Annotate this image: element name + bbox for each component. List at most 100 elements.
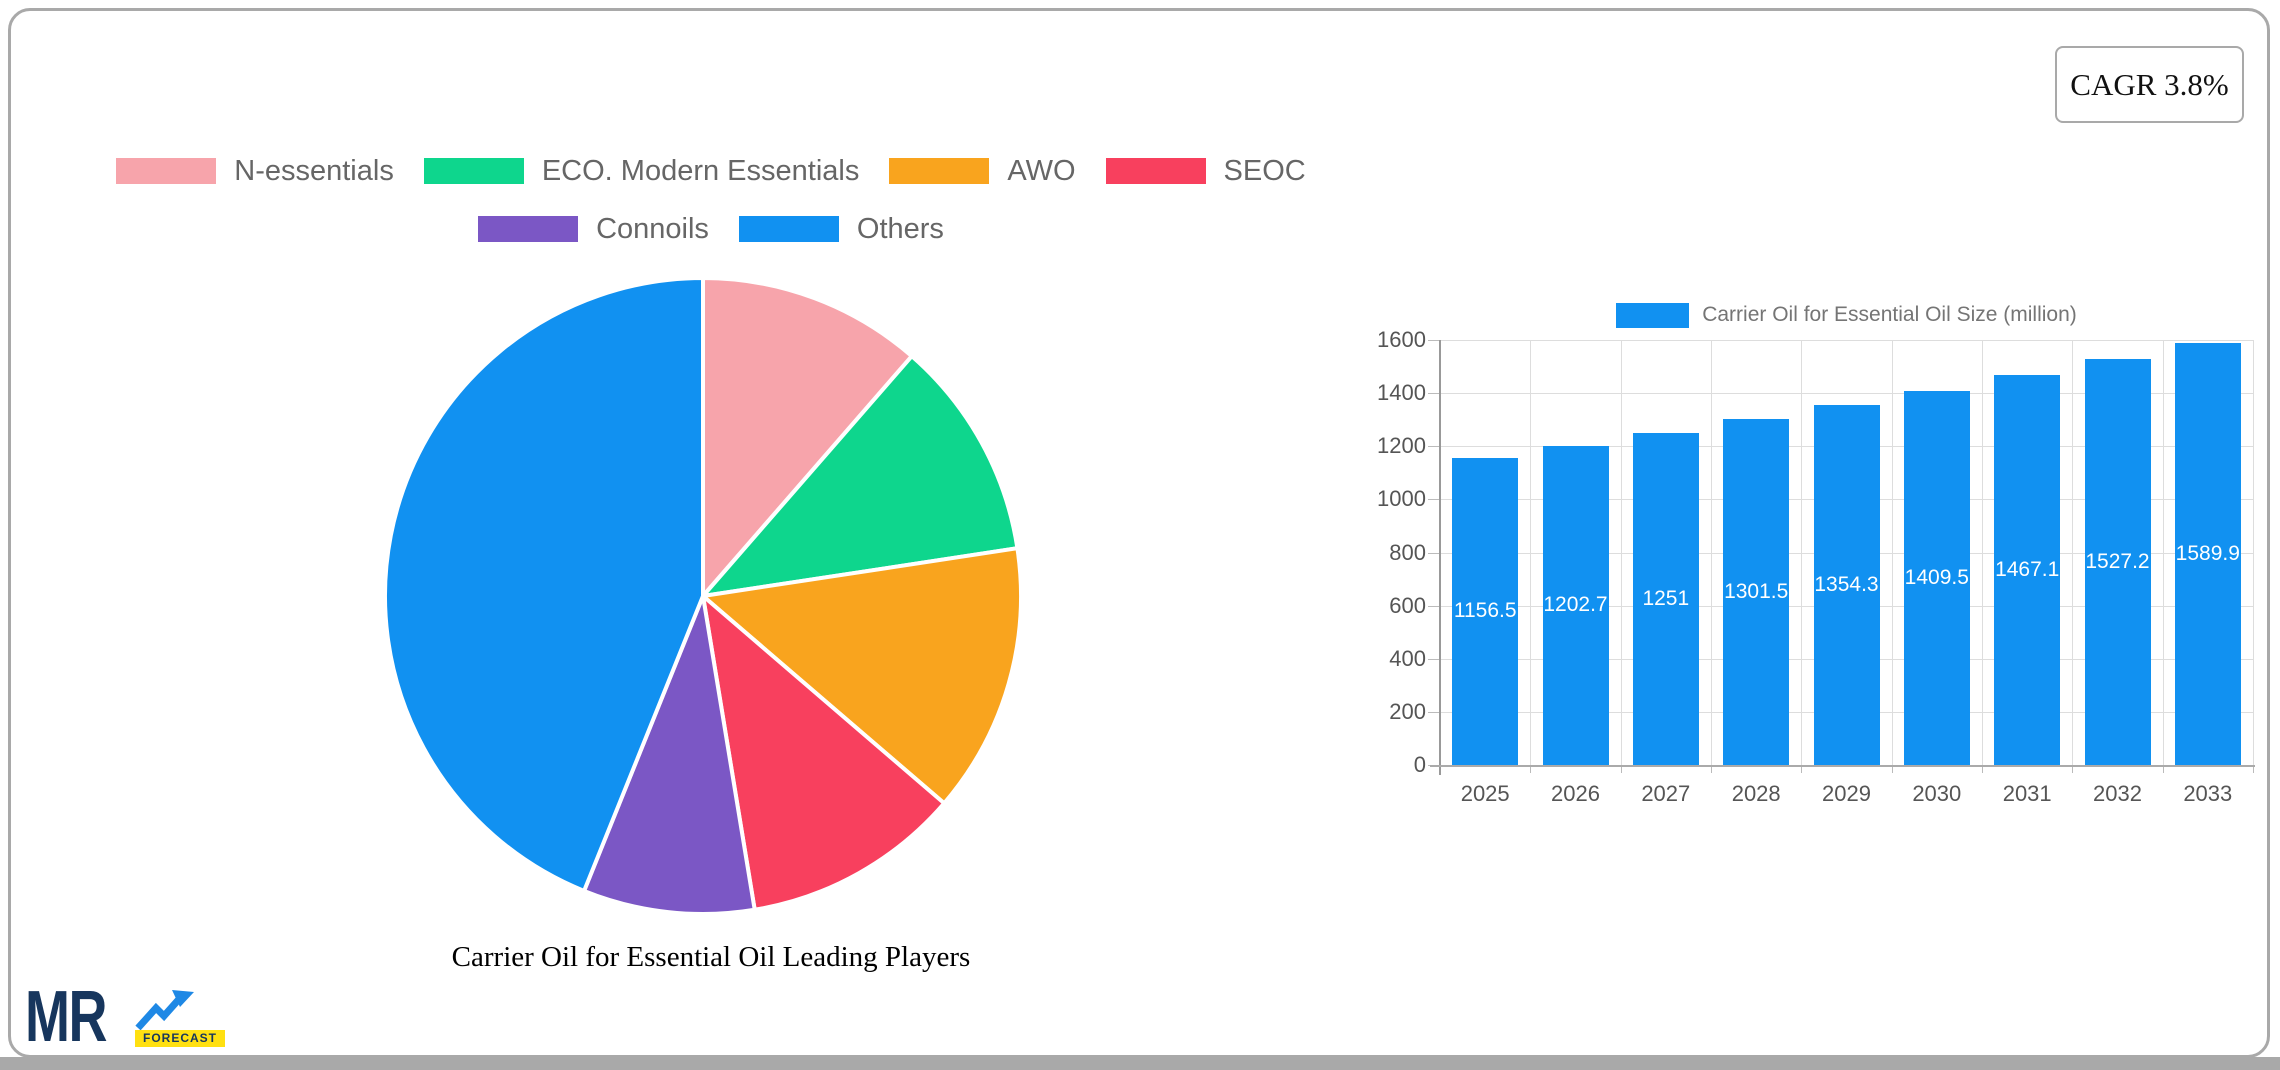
- x-axis-label-2026: 2026: [1551, 781, 1600, 806]
- y-gridline-800: [1440, 552, 2253, 554]
- y-axis-label-1200: 1200: [1377, 433, 1426, 459]
- cagr-badge: CAGR 3.8%: [2055, 46, 2244, 123]
- x-tick-9: [2253, 765, 2254, 773]
- y-axis-label-400: 400: [1389, 645, 1426, 671]
- legend-swatch-connoils: [478, 216, 579, 242]
- x-tick-5: [1891, 765, 1893, 773]
- bar-2030: [1903, 390, 1970, 765]
- x-axis-label-2030: 2030: [1912, 781, 1962, 806]
- bar-value-label-2027: 1251: [1642, 586, 1690, 610]
- bar-value-label-2033: 1589.9: [2175, 541, 2240, 565]
- y-gridline-600: [1440, 605, 2253, 607]
- pie-slice-n-essentials: [701, 276, 914, 598]
- pie-slice-eco-modern-essentials: [701, 354, 1020, 598]
- y-axis-label-1600: 1600: [1377, 327, 1426, 352]
- x-axis-line: [1430, 765, 2255, 767]
- x-tick-4: [1801, 765, 1803, 773]
- legend-swatch-n-essentials: [116, 158, 217, 184]
- legend-item-others: Others: [738, 215, 944, 244]
- legend-label-n-essentials: N-essentials: [234, 155, 394, 187]
- x-gridline-3: [1711, 340, 1712, 765]
- y-gridline-200: [1440, 711, 2253, 713]
- legend-label-seoc: SEOC: [1223, 155, 1306, 187]
- pie-slice-seoc: [701, 594, 947, 912]
- x-gridline-6: [1982, 340, 1983, 765]
- logo-trend-arrow-icon: [135, 990, 194, 1031]
- legend-swatch-others: [738, 216, 839, 242]
- bottom-edge-strip: [0, 1057, 2280, 1070]
- x-tick-3: [1711, 765, 1712, 773]
- report-card: CAGR 3.8% N-essentials ECO. Modern Essent…: [8, 8, 2270, 1058]
- bar-2027: [1632, 432, 1699, 765]
- pie-slice-connoils: [582, 594, 757, 916]
- logo-forecast-badge: FORECAST: [134, 1030, 225, 1048]
- y-gridline-1200: [1440, 446, 2253, 448]
- bar-value-label-2025: 1156.5: [1453, 599, 1517, 623]
- mr-forecast-logo: MR FORECAST: [25, 981, 225, 1053]
- bar-value-label-2026: 1202.7: [1543, 593, 1608, 617]
- y-axis-label-1400: 1400: [1377, 380, 1426, 406]
- x-tick-6: [1982, 765, 1983, 773]
- bar-value-label-2028: 1301.5: [1724, 580, 1789, 604]
- bar-2029: [1813, 405, 1880, 765]
- x-axis-label-2031: 2031: [2002, 781, 2052, 806]
- y-axis-label-1000: 1000: [1377, 486, 1426, 512]
- y-tick-1000: [1428, 499, 1440, 501]
- x-axis-label-2033: 2033: [2183, 781, 2233, 806]
- x-gridline-5: [1891, 340, 1893, 765]
- pie-legend-row-1: N-essentials ECO. Modern Essentials AWO SEO…: [101, 155, 1320, 187]
- y-gridline-1400: [1440, 393, 2253, 395]
- legend-label-connoils: Connoils: [596, 213, 709, 245]
- bar-2028: [1723, 419, 1790, 765]
- x-tick-2: [1620, 765, 1622, 773]
- y-tick-0: [1428, 765, 1440, 766]
- x-tick-7: [2072, 765, 2074, 773]
- x-gridline-1: [1530, 340, 1532, 765]
- bar-chart-legend: Carrier Oil for Essential Oil Size (mill…: [1440, 302, 2253, 328]
- x-axis-label-2027: 2027: [1641, 781, 1691, 806]
- bar-value-label-2029: 1354.3: [1814, 573, 1879, 597]
- x-gridline-8: [2162, 340, 2164, 765]
- legend-label-awo: AWO: [1007, 155, 1076, 187]
- pie-legend: N-essentials ECO. Modern Essentials AWO SEO…: [11, 155, 1411, 245]
- y-tick-800: [1428, 552, 1440, 554]
- x-gridline-4: [1801, 340, 1803, 765]
- x-tick-0: [1440, 765, 1441, 773]
- y-tick-400: [1428, 658, 1440, 660]
- pie-slice-awo: [701, 546, 1023, 806]
- y-axis-label-600: 600: [1389, 592, 1426, 618]
- bar-2033: [2174, 342, 2241, 765]
- pie-legend-row-2: Connoils Others: [463, 213, 959, 245]
- y-gridline-1600: [1440, 340, 2253, 341]
- bar-2026: [1542, 445, 1609, 765]
- legend-label-eco-modern-essentials: ECO. Modern Essentials: [541, 155, 860, 187]
- y-tick-1600: [1428, 340, 1440, 341]
- pie-chart-title: Carrier Oil for Essential Oil Leading Pl…: [451, 941, 971, 973]
- logo-right-column: FORECAST: [134, 990, 225, 1048]
- legend-swatch-eco-modern-essentials: [423, 158, 524, 184]
- legend-item-eco-modern-essentials: ECO. Modern Essentials: [423, 155, 860, 187]
- x-axis-label-2032: 2032: [2093, 781, 2142, 806]
- legend-item-n-essentials: N-essentials: [116, 155, 394, 187]
- y-axis-line: [1439, 340, 1441, 775]
- bar-legend-swatch: [1616, 302, 1690, 328]
- bar-value-label-2030: 1409.5: [1904, 565, 1969, 589]
- legend-swatch-awo: [889, 158, 990, 184]
- bar-value-label-2032: 1527.2: [2085, 550, 2150, 574]
- y-gridline-400: [1440, 658, 2253, 660]
- y-axis-label-200: 200: [1389, 698, 1426, 724]
- x-axis-label-2025: 2025: [1460, 781, 1510, 806]
- bar-value-label-2031: 1467.1: [1995, 558, 2060, 582]
- x-axis-label-2028: 2028: [1731, 781, 1781, 806]
- logo-arrow-head: [171, 990, 194, 1008]
- logo-arrow-line: [135, 995, 183, 1031]
- y-tick-200: [1428, 711, 1440, 713]
- legend-item-connoils: Connoils: [478, 213, 709, 245]
- bar-2025: [1452, 457, 1519, 765]
- y-tick-1400: [1428, 393, 1440, 395]
- bar-2032: [2084, 359, 2151, 765]
- x-tick-8: [2162, 765, 2164, 773]
- y-tick-1200: [1428, 446, 1440, 448]
- x-gridline-2: [1620, 340, 1622, 765]
